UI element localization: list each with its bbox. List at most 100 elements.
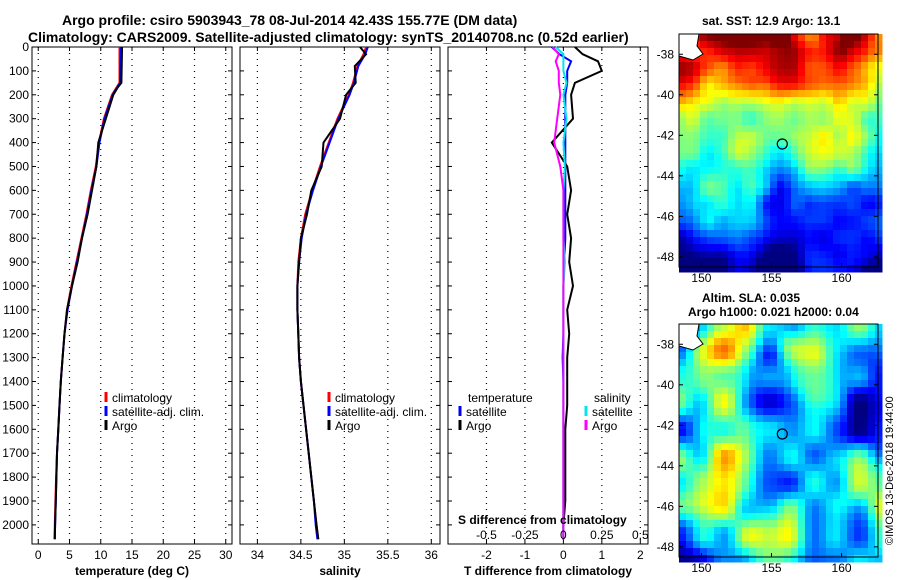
map-cell (728, 443, 736, 451)
map-cell (847, 160, 855, 168)
map-cell (756, 555, 764, 563)
map-cell (819, 527, 827, 535)
map-cell (784, 436, 792, 444)
map-cell (686, 443, 694, 451)
map-cell (735, 153, 743, 161)
map-cell (714, 492, 722, 500)
map-cell (833, 359, 841, 367)
map-cell (770, 373, 778, 381)
map-cell (749, 48, 757, 56)
lat-tick-label: -46 (657, 209, 675, 223)
map-cell (707, 443, 715, 451)
map-cell (777, 188, 785, 196)
map-cell (714, 76, 722, 84)
map-cell (805, 258, 813, 266)
map-cell (714, 97, 722, 105)
map-cell (812, 380, 820, 388)
map-cell (833, 555, 841, 563)
map-cell (854, 104, 862, 112)
map-cell (728, 118, 736, 126)
coastline (678, 33, 704, 61)
map-cell (700, 352, 708, 360)
map-cell (693, 216, 701, 224)
map-cell (763, 132, 771, 140)
map-cell (805, 223, 813, 231)
map-cell (819, 34, 827, 42)
map-cell (763, 90, 771, 98)
map-cell (868, 237, 876, 245)
map-cell (700, 338, 708, 346)
map-cell (756, 216, 764, 224)
map-cell (742, 513, 750, 521)
map-cell (721, 55, 729, 63)
map-cell (840, 499, 848, 507)
map-cell (777, 216, 785, 224)
map-cell (777, 118, 785, 126)
map-cell (812, 223, 820, 231)
map-cell (805, 387, 813, 395)
map-cell (770, 195, 778, 203)
map-cell (805, 132, 813, 140)
map-cell (749, 506, 757, 514)
map-cell (791, 443, 799, 451)
map-cell (819, 513, 827, 521)
map-cell (770, 146, 778, 154)
map-cell (777, 202, 785, 210)
map-cell (735, 76, 743, 84)
map-cell (721, 90, 729, 98)
map-cell (679, 548, 687, 556)
map-frame (678, 323, 879, 558)
map-cell (847, 471, 855, 479)
map-cell (728, 132, 736, 140)
map-cell (686, 244, 694, 252)
map-cell (770, 55, 778, 63)
map-cell (791, 223, 799, 231)
map-cell (707, 457, 715, 465)
lat-tick-label: -38 (657, 337, 675, 351)
map-cell (805, 478, 813, 486)
map-cell (805, 373, 813, 381)
map-cell (700, 380, 708, 388)
map-cell (777, 62, 785, 70)
map-cell (693, 555, 701, 563)
map-cell (784, 457, 792, 465)
map-cell (693, 422, 701, 430)
map-cell (728, 188, 736, 196)
map-cell (763, 541, 771, 549)
map-cell (707, 359, 715, 367)
map-cell (833, 167, 841, 175)
map-cell (749, 415, 757, 423)
map-cell (875, 380, 883, 388)
map-cell (784, 251, 792, 259)
map-cell (784, 520, 792, 528)
map-cell (707, 223, 715, 231)
map-cell (812, 41, 820, 49)
map-cell (854, 366, 862, 374)
map-cell (686, 471, 694, 479)
series-line-argo (53, 47, 123, 540)
map-cell (756, 408, 764, 416)
map-cell (826, 83, 834, 91)
map-cell (700, 209, 708, 217)
map-cell (742, 160, 750, 168)
map-cell (770, 387, 778, 395)
map-cell (784, 373, 792, 381)
map-cell (854, 97, 862, 105)
map-cell (798, 541, 806, 549)
map-cell (735, 429, 743, 437)
map-cell (735, 216, 743, 224)
map-cell (693, 527, 701, 535)
map-cell (840, 62, 848, 70)
map-cell (693, 506, 701, 514)
map-cell (728, 251, 736, 259)
map-cell (868, 436, 876, 444)
map-cell (840, 209, 848, 217)
map-cell (777, 338, 785, 346)
map-cell (749, 555, 757, 563)
map-cell (735, 69, 743, 77)
map-cell (728, 429, 736, 437)
map-cell (868, 352, 876, 360)
map-cell (791, 471, 799, 479)
map-cell (854, 464, 862, 472)
map-cell (749, 338, 757, 346)
